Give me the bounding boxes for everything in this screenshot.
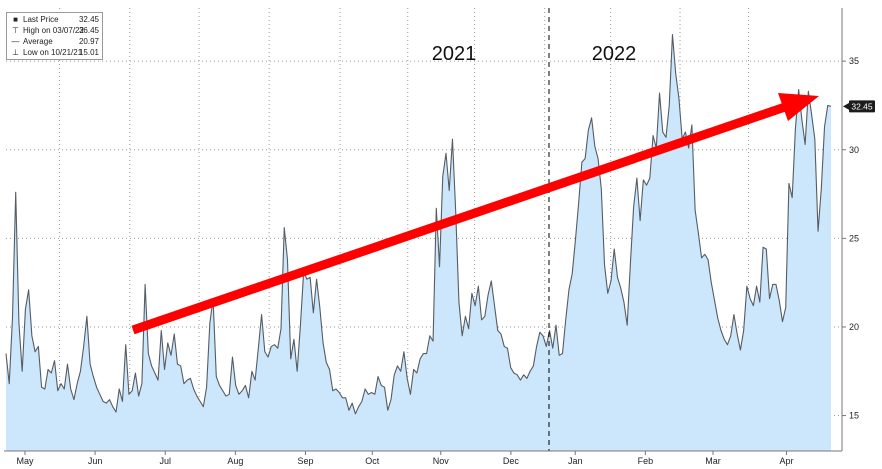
trend-arrow-head: [778, 93, 819, 121]
high-marker-icon: ⊤: [12, 26, 19, 35]
series-line: [5, 34, 832, 415]
x-tick-label: Nov: [433, 456, 450, 466]
y-axis: 15 20 25 30 35: [841, 8, 859, 451]
legend-row-average: — Average 20.97: [11, 37, 101, 47]
legend-value: 36.45: [78, 26, 99, 35]
trend-arrow: [131, 93, 819, 335]
legend-value: 20.97: [78, 37, 99, 46]
y-tick-label: 25: [849, 233, 859, 243]
x-tick-label: Feb: [638, 456, 654, 466]
year-label-2022: 2022: [592, 43, 637, 65]
year-label-2021: 2021: [432, 43, 477, 65]
square-icon: ■: [13, 15, 18, 24]
legend-value: 32.45: [78, 15, 99, 24]
legend-label: Low on 10/21/21: [23, 48, 83, 57]
series-area: [5, 34, 832, 451]
x-tick-label: May: [16, 456, 34, 466]
last-price-badge: 32.45: [843, 100, 875, 113]
y-tick-label: 35: [849, 56, 859, 66]
x-tick-label: Dec: [503, 456, 520, 466]
series-area-fill: [6, 34, 831, 451]
badge-rect: [849, 100, 875, 113]
last-price-badge-value: 32.45: [851, 101, 873, 111]
x-tick-label: Aug: [227, 456, 243, 466]
low-marker-icon: ⊥: [12, 48, 19, 57]
legend-row-high: ⊤ High on 03/07/22 36.45: [11, 26, 101, 36]
x-tick-label: Sep: [297, 456, 313, 466]
legend: ■ Last Price 32.45 ⊤ High on 03/07/22 36…: [6, 12, 103, 60]
legend-row-low: ⊥ Low on 10/21/21 15.01: [11, 48, 101, 58]
legend-label: High on 03/07/22: [23, 26, 84, 35]
y-tick-label: 20: [849, 322, 859, 332]
badge-pointer: [843, 102, 850, 111]
legend-label: Average: [23, 37, 53, 46]
x-tick-label: Jan: [568, 456, 583, 466]
legend-label: Last Price: [23, 15, 59, 24]
y-tick-label: 15: [849, 411, 859, 421]
x-tick-label: Jul: [159, 456, 171, 466]
x-axis: May Jun Jul Aug Sep Oct Nov Dec Jan Feb Mar Apr: [4, 450, 842, 466]
x-tick-label: Oct: [365, 456, 380, 466]
legend-row-last-price: ■ Last Price 32.45: [11, 15, 101, 25]
trend-arrow-shaft: [131, 102, 787, 335]
x-tick-label: Jun: [88, 456, 103, 466]
y-tick-label: 30: [849, 145, 859, 155]
x-tick-label: Apr: [779, 456, 793, 466]
average-line-icon: —: [11, 37, 20, 46]
x-tick-label: Mar: [705, 456, 721, 466]
legend-value: 15.01: [78, 48, 99, 57]
